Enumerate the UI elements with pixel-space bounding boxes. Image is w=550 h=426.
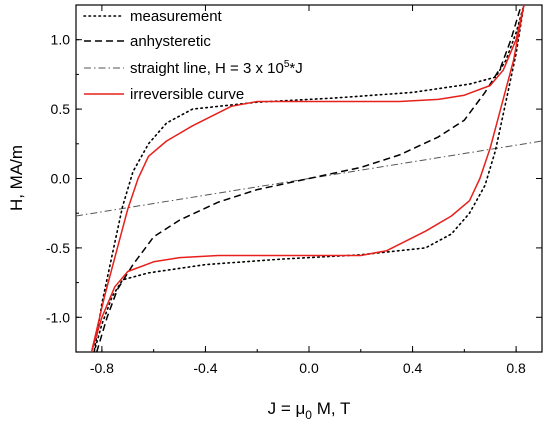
y-tick-label: 0.0 — [51, 171, 71, 187]
y-tick-label: -1.0 — [46, 309, 70, 325]
legend-label-2: anhysteretic — [130, 33, 211, 50]
legend-label-4: irreversible curve — [130, 86, 244, 103]
x-tick-label: -0.4 — [193, 360, 217, 376]
legend-label-3: straight line, H = 3 x 105*J — [130, 59, 303, 77]
y-axis-label: H, MA/m — [7, 145, 26, 211]
x-axis-label: J = μ0 M, T — [268, 399, 351, 422]
legend-label-1: measurement — [130, 8, 223, 25]
ticks-layer: -0.8 -0.4 0.0 0.4 0.8 -1.0 -0.5 0.0 0.5 1.0 — [46, 4, 542, 376]
x-tick-label: -0.8 — [90, 360, 114, 376]
y-tick-label: 0.5 — [51, 101, 71, 117]
series-line-4 — [90, 5, 525, 352]
y-tick-label: -0.5 — [46, 240, 70, 256]
x-tick-label: 0.4 — [403, 360, 423, 376]
series-line-2 — [95, 5, 523, 352]
series-line-1 — [93, 5, 525, 352]
legend: measurement anhysteretic straight line, H … — [83, 8, 303, 103]
x-tick-label: 0.0 — [299, 360, 319, 376]
y-tick-label: 1.0 — [51, 32, 71, 48]
x-tick-label: 0.8 — [506, 360, 526, 376]
series-layer — [76, 5, 542, 352]
